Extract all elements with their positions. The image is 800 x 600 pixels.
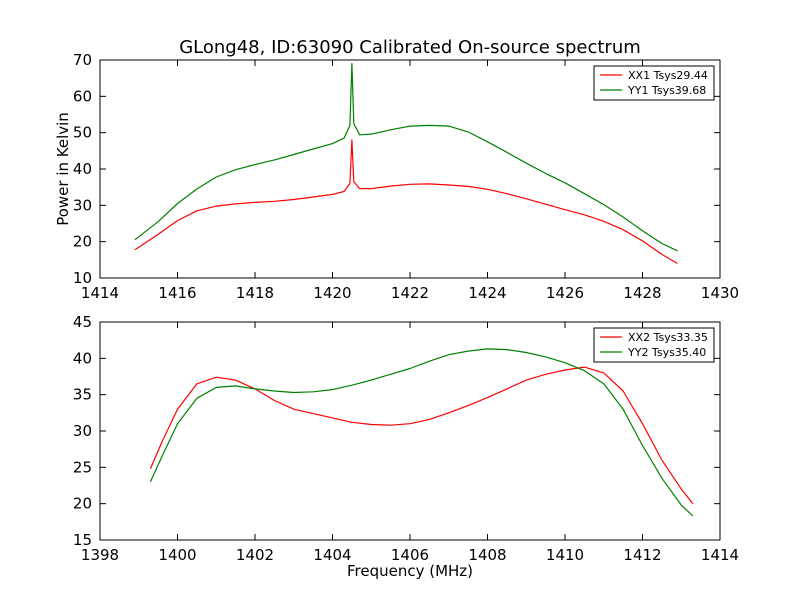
bottom-legend-label-xx2: XX2 Tsys33.35 bbox=[628, 331, 708, 344]
top-y-tick-label: 30 bbox=[73, 196, 92, 214]
top-x-tick-label: 1430 bbox=[701, 284, 739, 302]
bottom-y-tick-label: 20 bbox=[73, 495, 92, 513]
top-y-tick-label: 70 bbox=[73, 51, 92, 69]
bottom-x-tick-label: 1410 bbox=[546, 546, 584, 564]
top-x-tick-label: 1414 bbox=[81, 284, 119, 302]
bottom-y-tick-label: 25 bbox=[73, 458, 92, 476]
top-y-axis-label: Power in Kelvin bbox=[54, 112, 72, 226]
top-legend-label-yy1: YY1 Tsys39.68 bbox=[627, 84, 706, 97]
bottom-y-tick-label: 15 bbox=[73, 531, 92, 549]
top-x-tick-label: 1418 bbox=[236, 284, 274, 302]
top-x-tick-label: 1428 bbox=[623, 284, 661, 302]
top-y-tick-label: 50 bbox=[73, 124, 92, 142]
top-subplot: Power in Kelvin 1414 1416 1418 1420 1422 1424… bbox=[54, 51, 739, 302]
bottom-x-tick-label: 1398 bbox=[81, 546, 119, 564]
bottom-x-tick-label: 1408 bbox=[468, 546, 506, 564]
bottom-y-tick-label: 40 bbox=[73, 349, 92, 367]
top-x-tick-label: 1420 bbox=[313, 284, 351, 302]
top-series-line-yy1 bbox=[134, 62, 678, 252]
bottom-x-tick-label: 1412 bbox=[623, 546, 661, 564]
bottom-series-line-xx2 bbox=[149, 366, 694, 505]
bottom-x-tick-label: 1404 bbox=[313, 546, 351, 564]
bottom-series-line-yy2 bbox=[149, 348, 694, 517]
top-x-tick-label: 1424 bbox=[468, 284, 506, 302]
bottom-legend-box bbox=[593, 327, 715, 363]
top-y-tick-label: 10 bbox=[73, 269, 92, 287]
top-x-tick-label: 1422 bbox=[391, 284, 429, 302]
top-x-tick-label: 1426 bbox=[546, 284, 584, 302]
bottom-x-tick-label: 1414 bbox=[701, 546, 739, 564]
bottom-y-tick-label: 35 bbox=[73, 386, 92, 404]
bottom-x-tick-label: 1406 bbox=[391, 546, 429, 564]
bottom-x-axis-label: Frequency (MHz) bbox=[347, 562, 473, 580]
bottom-x-tick-label: 1402 bbox=[236, 546, 274, 564]
top-y-tick-label: 20 bbox=[73, 233, 92, 251]
top-y-tick-label: 60 bbox=[73, 87, 92, 105]
bottom-x-tick-label: 1400 bbox=[158, 546, 196, 564]
figure-title: GLong48, ID:63090 Calibrated On-source s… bbox=[179, 37, 641, 58]
top-x-tick-label: 1416 bbox=[158, 284, 196, 302]
top-y-tick-label: 40 bbox=[73, 160, 92, 178]
top-legend-box bbox=[593, 65, 715, 101]
top-legend-label-xx1: XX1 Tsys29.44 bbox=[628, 69, 708, 82]
top-series-line-xx1 bbox=[134, 139, 678, 265]
bottom-y-tick-label: 30 bbox=[73, 422, 92, 440]
bottom-y-tick-label: 45 bbox=[73, 313, 92, 331]
bottom-legend-label-yy2: YY2 Tsys35.40 bbox=[627, 346, 706, 359]
bottom-subplot: Frequency (MHz) 1398 1400 1402 1404 1406 1408… bbox=[73, 313, 739, 580]
